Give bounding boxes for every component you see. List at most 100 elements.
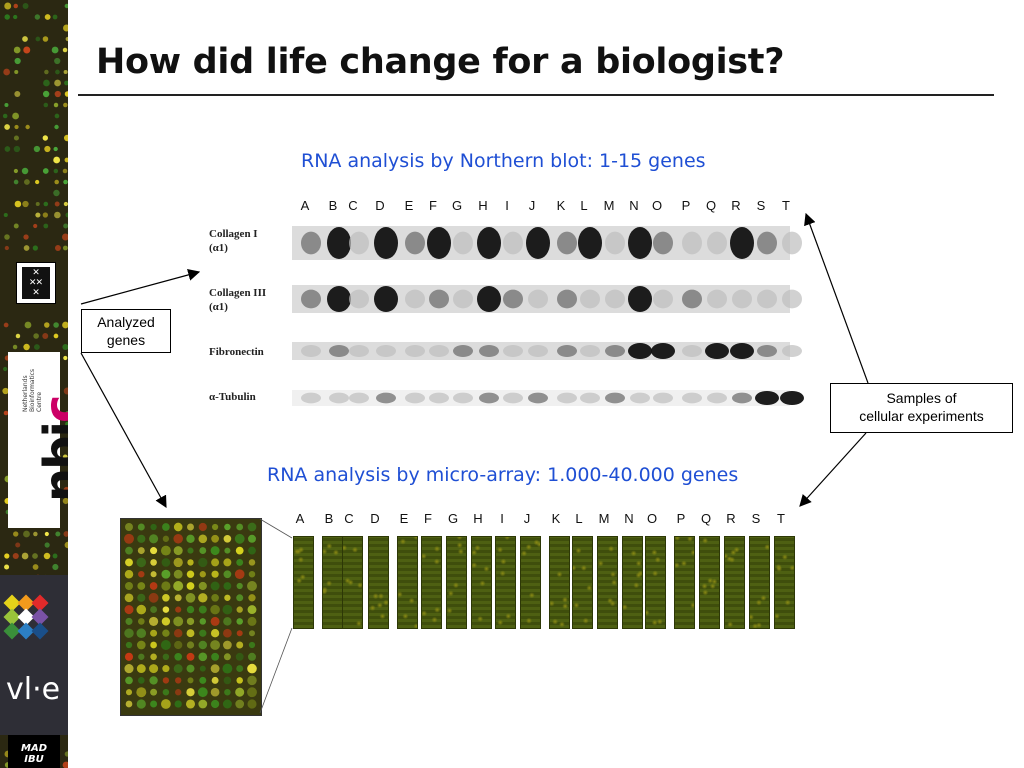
blot-band xyxy=(503,345,523,357)
lane-label-n: N xyxy=(629,198,639,213)
sidebar-dot xyxy=(64,541,68,549)
sidebar-dot xyxy=(33,333,39,339)
sidebar-dot xyxy=(54,79,61,87)
microarray-spot xyxy=(162,665,170,673)
sidebar-dot xyxy=(43,552,51,560)
sidebar-dot xyxy=(4,553,10,559)
sidebar-dot xyxy=(52,563,59,571)
sidebar-dot xyxy=(44,542,50,548)
microarray-spot xyxy=(247,616,257,626)
blot-band xyxy=(705,343,729,359)
microarray-spot xyxy=(210,604,220,615)
microarray-spot xyxy=(161,558,171,567)
microarray-spot xyxy=(199,571,206,578)
sidebar-dot xyxy=(4,234,10,240)
sidebar-dot xyxy=(12,552,19,560)
blot-band xyxy=(605,392,625,404)
microarray-spot xyxy=(136,640,146,650)
microarray-spot xyxy=(223,617,232,626)
lane-label-t: T xyxy=(782,198,790,213)
microarray-heading: RNA analysis by micro-array: 1.000-40.00… xyxy=(267,464,739,486)
microarray-spot xyxy=(211,534,220,543)
microarray-spot xyxy=(150,641,157,649)
microarray-spot xyxy=(236,641,244,649)
sidebar-dot xyxy=(42,135,49,141)
microarray-spot xyxy=(125,641,133,649)
microarray-spot xyxy=(235,546,244,555)
microarray-spot xyxy=(248,570,256,578)
microarray-spot xyxy=(247,663,257,674)
sidebar-dot xyxy=(63,134,68,142)
microarray-spot xyxy=(222,663,233,674)
microarray-spot xyxy=(223,582,232,590)
microarray-spot xyxy=(160,545,171,556)
blot-band xyxy=(732,289,752,309)
sidebar-dot xyxy=(64,91,68,97)
blot-band xyxy=(782,345,802,357)
sidebar-dot xyxy=(13,46,21,54)
microarray-spot xyxy=(125,523,133,531)
blot-band xyxy=(707,289,727,309)
microarray-spot xyxy=(236,630,243,637)
sidebar-dot xyxy=(22,3,29,9)
microarray-strip-q xyxy=(699,536,720,629)
gene-label-line: Collagen I xyxy=(209,228,258,240)
microarray-spot xyxy=(173,664,183,674)
sidebar-dot xyxy=(42,168,49,174)
blot-band xyxy=(503,231,523,255)
microarray-spot xyxy=(235,699,245,709)
sidebar-dot xyxy=(42,36,49,42)
sidebar-dot xyxy=(62,454,68,460)
microarray-strip-c xyxy=(342,536,363,629)
microarray-spot xyxy=(210,581,220,591)
blot-band xyxy=(349,345,369,357)
blot-band xyxy=(477,286,501,312)
blot-band xyxy=(327,286,351,312)
array-lane-label-i: I xyxy=(500,511,504,526)
sidebar-dot xyxy=(63,486,68,494)
sidebar-dot xyxy=(42,212,49,218)
microarray-strip-o xyxy=(645,536,666,629)
sidebar-dot xyxy=(51,46,59,54)
sidebar-dot xyxy=(22,200,29,208)
sidebar-dot xyxy=(52,553,58,559)
microarray-spot xyxy=(160,640,171,650)
blot-band xyxy=(503,289,523,309)
sidebar-dot xyxy=(53,102,59,108)
callout-line: genes xyxy=(106,332,146,348)
microarray-spot xyxy=(211,570,219,578)
gene-label-line: (α1) xyxy=(209,242,228,254)
microarray-spot xyxy=(138,570,145,578)
sidebar-dot xyxy=(35,201,40,207)
arrow-to-array-samples xyxy=(799,432,867,507)
array-lane-label-k: K xyxy=(551,511,561,526)
vle-color-diamonds-icon xyxy=(3,594,49,640)
blot-band xyxy=(682,345,702,357)
sidebar-dot xyxy=(43,79,50,87)
microarray-spot xyxy=(162,535,170,542)
sidebar-dot xyxy=(63,24,68,32)
sidebar-dot xyxy=(43,201,49,207)
microarray-spot xyxy=(137,593,146,602)
blot-band xyxy=(528,392,548,404)
gene-label-line: Fibronectin xyxy=(209,346,264,358)
blot-band xyxy=(605,345,625,357)
microarray-spot xyxy=(149,582,158,590)
blot-band xyxy=(503,392,523,404)
microarray-spot xyxy=(186,534,195,544)
sidebar-dot xyxy=(43,102,49,108)
sidebar-dot xyxy=(4,14,10,20)
sidebar-dot xyxy=(34,14,41,20)
blot-band xyxy=(580,289,600,309)
microarray-spot xyxy=(197,687,208,698)
microarray-spot xyxy=(199,629,207,637)
title-divider xyxy=(78,94,994,96)
microarray-spot xyxy=(210,640,220,650)
microarray-spot xyxy=(248,630,256,637)
microarray-spot xyxy=(223,570,232,579)
sidebar-dot xyxy=(53,156,61,164)
sidebar-dot xyxy=(53,322,59,328)
blot-band xyxy=(429,345,449,357)
microarray-spot xyxy=(174,652,183,661)
